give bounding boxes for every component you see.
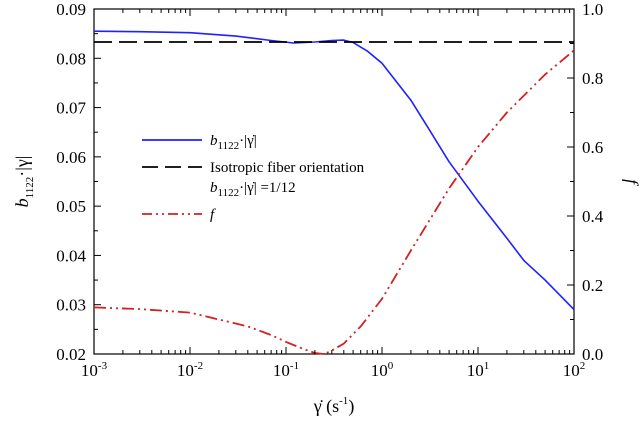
x-tick-label-base: 10 bbox=[177, 361, 194, 380]
y-axis-label-post: ·|γ| bbox=[12, 156, 32, 177]
y-tick-label: 0.08 bbox=[56, 49, 86, 68]
ticks-group: 10-3 10-2 10-1 100 101 1020.020.030.040.050.0… bbox=[56, 0, 604, 380]
x-tick-label-exp: 2 bbox=[580, 360, 586, 372]
x-tick-label-base: 10 bbox=[467, 361, 484, 380]
y-tick-label: 0.02 bbox=[56, 345, 86, 364]
legend-label-series-0: b1122·|γ̇| bbox=[210, 133, 257, 152]
legend-0-post: ·|γ̇| bbox=[239, 133, 257, 149]
y2-tick-label: 1.0 bbox=[582, 0, 603, 19]
x-axis-label: γ̇ (s-1) bbox=[313, 395, 355, 417]
y-axis-label: b1122·|γ| bbox=[12, 156, 36, 208]
legend-1-line2-pre: b bbox=[210, 180, 218, 196]
x-tick-label: 100 bbox=[371, 360, 394, 380]
x-tick-label-exp: -2 bbox=[194, 360, 203, 372]
y-axis-label-pre: b bbox=[12, 198, 32, 207]
y2-tick-label: 0.6 bbox=[582, 138, 603, 157]
y-tick-label: 0.04 bbox=[56, 246, 86, 265]
plot-frame bbox=[93, 8, 575, 355]
y-axis-label-sub: 1122 bbox=[24, 177, 36, 199]
x-tick-label-base: 10 bbox=[81, 361, 98, 380]
x-axis-label-sup: -1 bbox=[339, 395, 348, 407]
x-axis-label-tail: ) bbox=[348, 396, 354, 417]
legend-0-sub: 1122 bbox=[218, 140, 240, 152]
y2-axis-label: f bbox=[622, 179, 642, 187]
y2-tick-label: 0.4 bbox=[582, 207, 604, 226]
x-tick-label-exp: 0 bbox=[388, 360, 394, 372]
x-tick-label-exp: -3 bbox=[98, 360, 108, 372]
plot-area: 10-3 10-2 10-1 100 101 1020.020.030.040.050.0… bbox=[56, 0, 604, 380]
legend-label-series-1-line2: b1122·|γ̇| =1/12 bbox=[210, 180, 296, 199]
y-tick-label: 0.05 bbox=[56, 197, 86, 216]
legend-0-pre: b bbox=[210, 133, 218, 149]
y-tick-label: 0.06 bbox=[56, 148, 86, 167]
x-tick-label-exp: -1 bbox=[290, 360, 299, 372]
x-tick-label-base: 10 bbox=[563, 361, 580, 380]
y2-tick-label: 0.8 bbox=[582, 69, 603, 88]
y-tick-label: 0.09 bbox=[56, 0, 86, 19]
series-line-2 bbox=[93, 49, 575, 355]
x-tick-label-base: 10 bbox=[371, 361, 388, 380]
x-tick-label-exp: 1 bbox=[484, 360, 490, 372]
y2-tick-label: 0.2 bbox=[582, 276, 603, 295]
x-tick-label: 10-1 bbox=[273, 360, 299, 380]
y-tick-label: 0.03 bbox=[56, 296, 86, 315]
x-tick-label-base: 10 bbox=[273, 361, 290, 380]
legend-label-series-1: Isotropic fiber orientation bbox=[210, 160, 365, 176]
legend-1-line2-post: ·|γ̇| =1/12 bbox=[239, 180, 296, 196]
x-tick-label: 10-2 bbox=[177, 360, 203, 380]
legend-1-line2-sub: 1122 bbox=[218, 187, 240, 199]
legend: b1122·|γ̇| Isotropic fiber orientation b… bbox=[142, 133, 365, 223]
x-tick-label: 101 bbox=[467, 360, 490, 380]
series-line-0 bbox=[93, 30, 575, 311]
series-group bbox=[93, 30, 575, 355]
y2-tick-label: 0.0 bbox=[582, 345, 603, 364]
legend-label-series-2: f bbox=[210, 207, 216, 223]
y-tick-label: 0.07 bbox=[56, 99, 86, 118]
x-axis-label-main: γ̇ (s bbox=[313, 396, 339, 417]
x-tick-label: 10-3 bbox=[81, 360, 108, 380]
x-tick-label: 102 bbox=[563, 360, 586, 380]
